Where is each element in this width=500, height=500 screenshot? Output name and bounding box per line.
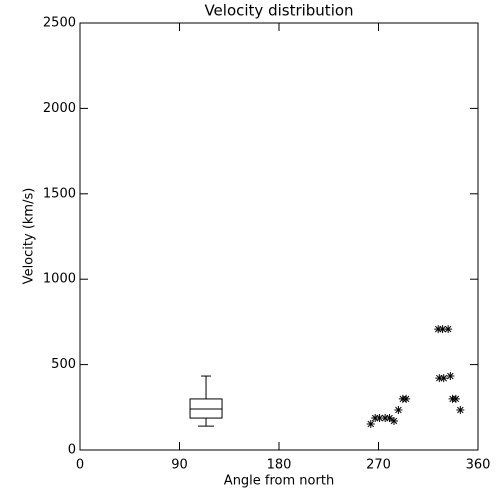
x-tick-label: 90: [171, 458, 188, 473]
box-plot: [189, 375, 223, 427]
y-tick-label: 500: [51, 357, 76, 372]
point: [439, 374, 448, 383]
point: [381, 414, 390, 423]
x-tick-label: 180: [267, 458, 292, 473]
y-tick-label: 2500: [43, 16, 76, 31]
point: [394, 406, 403, 415]
point: [456, 406, 465, 415]
point: [371, 414, 380, 423]
point: [444, 325, 453, 334]
point: [434, 325, 443, 334]
point: [366, 420, 375, 429]
chart-title: Velocity distribution: [204, 2, 353, 20]
x-axis-label: Angle from north: [224, 474, 334, 489]
x-tick-label: 0: [76, 458, 84, 473]
y-tick-label: 2000: [43, 101, 76, 116]
point: [446, 372, 455, 381]
point: [435, 374, 444, 383]
y-axis-label: Velocity (km/s): [22, 188, 37, 285]
point: [385, 414, 394, 423]
point: [402, 394, 411, 403]
point: [375, 414, 384, 423]
y-tick-label: 1000: [43, 272, 76, 287]
plot-frame: [79, 22, 479, 451]
box: [189, 398, 223, 419]
y-tick-label: 1500: [43, 186, 76, 201]
point: [438, 325, 447, 334]
point: [451, 394, 460, 403]
point: [389, 416, 398, 425]
x-tick-label: 360: [466, 458, 491, 473]
y-tick-label: 0: [68, 443, 76, 458]
x-tick-label: 270: [366, 458, 391, 473]
